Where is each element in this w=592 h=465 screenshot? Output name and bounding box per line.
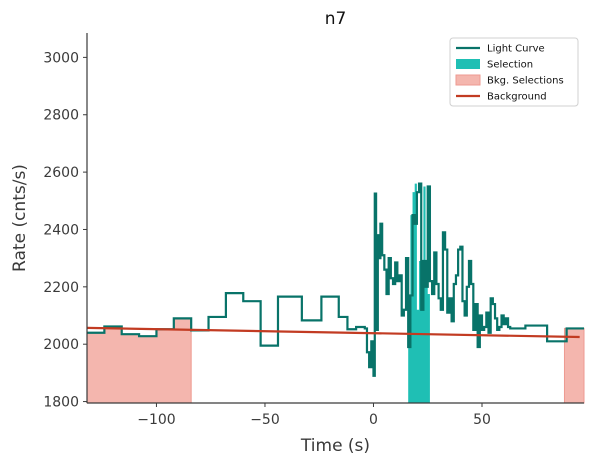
x-tick-label: 50 — [473, 412, 491, 428]
light-curve-line — [87, 182, 584, 377]
light-curve-series — [87, 182, 584, 377]
legend-label: Background — [487, 92, 547, 103]
bkg-selections — [86, 317, 585, 404]
legend-label: Bkg. Selections — [487, 76, 564, 87]
x-tick-label: −100 — [137, 412, 175, 428]
y-tick-label: 2400 — [43, 222, 79, 238]
background-series — [86, 326, 580, 339]
y-tick-label: 2000 — [43, 337, 79, 353]
bkg-selection-0 — [86, 317, 192, 404]
y-tick-label: 1800 — [43, 395, 79, 411]
y-tick-label: 2800 — [43, 108, 79, 124]
y-tick-label: 2600 — [43, 165, 79, 181]
y-tick-label: 2200 — [43, 280, 79, 296]
chart-title: n7 — [325, 9, 347, 29]
x-tick-label: −50 — [250, 412, 280, 428]
legend-label: Selection — [487, 60, 533, 71]
legend-swatch — [455, 74, 481, 86]
x-axis-label: Time (s) — [300, 436, 370, 456]
x-tick-label: 0 — [369, 412, 378, 428]
legend-label: Light Curve — [487, 44, 545, 55]
background-line — [86, 326, 580, 339]
legend-box — [449, 37, 579, 107]
y-tick-label: 3000 — [43, 50, 79, 66]
legend-swatch — [456, 59, 480, 69]
axes: −100 −50 0 50 1800 2000 2200 2400 2600 2800 3000 — [43, 33, 584, 428]
y-axis-label: Rate (cnts/s) — [10, 164, 30, 272]
legend: Light Curve Selection Bkg. Selections Backg… — [449, 37, 579, 107]
